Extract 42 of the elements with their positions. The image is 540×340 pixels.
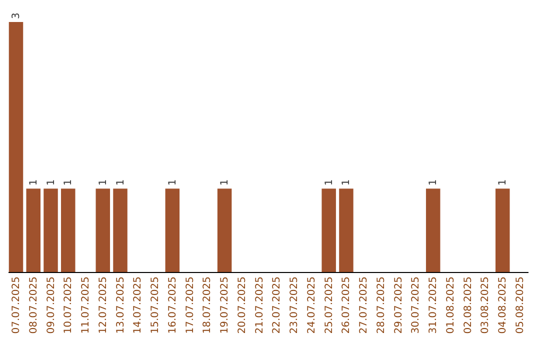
x-tick-label: 21.07.2025 bbox=[254, 276, 266, 334]
x-tick-label: 02.08.2025 bbox=[462, 276, 474, 334]
data-label: 1 bbox=[167, 179, 178, 186]
x-tick-label: 29.07.2025 bbox=[393, 276, 404, 334]
x-tick-label: 31.07.2025 bbox=[428, 276, 440, 334]
x-tick-label: 14.07.2025 bbox=[132, 276, 144, 334]
x-tick-label: 17.07.2025 bbox=[184, 276, 196, 334]
x-tick-label: 25.07.2025 bbox=[324, 276, 335, 334]
x-tick-label: 26.07.2025 bbox=[341, 276, 352, 334]
x-tick-label: 03.08.2025 bbox=[480, 276, 492, 334]
x-tick-label: 30.07.2025 bbox=[410, 276, 422, 334]
data-label: 1 bbox=[428, 179, 440, 186]
x-tick-label: 15.07.2025 bbox=[150, 276, 162, 334]
x-tick-label: 10.07.2025 bbox=[63, 276, 74, 334]
data-label: 1 bbox=[98, 179, 109, 186]
data-label: 1 bbox=[28, 179, 40, 186]
x-tick-label: 27.07.2025 bbox=[358, 276, 370, 334]
x-tick-label: 12.07.2025 bbox=[98, 276, 109, 334]
data-label: 1 bbox=[63, 179, 74, 186]
x-tick-label: 19.07.2025 bbox=[220, 276, 231, 334]
x-tick-label: 09.07.2025 bbox=[46, 276, 57, 334]
x-tick-label: 13.07.2025 bbox=[115, 276, 126, 334]
data-label: 1 bbox=[115, 179, 126, 186]
x-tick-label: 05.08.2025 bbox=[515, 276, 526, 334]
x-tick-label: 07.07.2025 bbox=[10, 276, 22, 334]
x-tick-label: 23.07.2025 bbox=[289, 276, 300, 334]
data-label: 1 bbox=[324, 179, 335, 186]
data-label: 1 bbox=[341, 179, 352, 186]
x-tick-label: 16.07.2025 bbox=[167, 276, 178, 334]
data-label: 1 bbox=[46, 179, 57, 186]
x-tick-label: 24.07.2025 bbox=[306, 276, 318, 334]
x-tick-label: 28.07.2025 bbox=[376, 276, 387, 334]
x-tick-label: 11.07.2025 bbox=[80, 276, 92, 334]
x-tick-label: 22.07.2025 bbox=[272, 276, 283, 334]
data-label: 1 bbox=[220, 179, 231, 186]
data-label: 1 bbox=[498, 179, 509, 186]
x-tick-label: 20.07.2025 bbox=[236, 276, 248, 334]
x-tick-label: 04.08.2025 bbox=[498, 276, 509, 334]
x-tick-label: 18.07.2025 bbox=[202, 276, 214, 334]
data-label: 3 bbox=[10, 12, 22, 19]
x-tick-label: 08.07.2025 bbox=[28, 276, 40, 334]
x-tick-label: 01.08.2025 bbox=[445, 276, 456, 334]
